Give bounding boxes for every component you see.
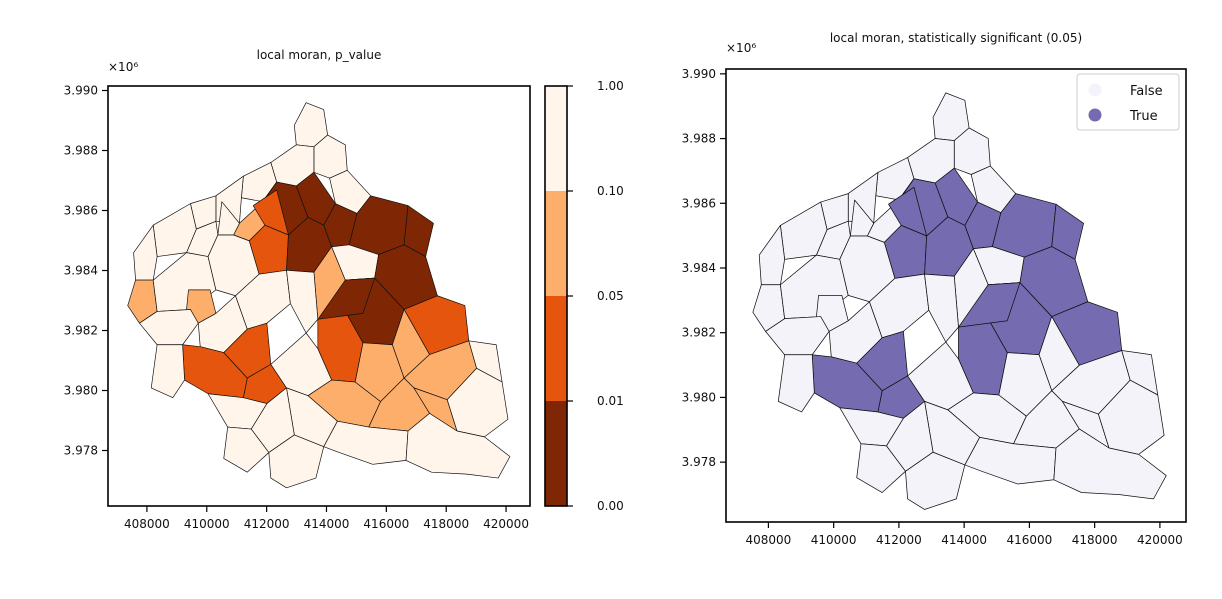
pvalue-x-tick-label: 412000 [244, 517, 290, 531]
significance-y-tick-label: 3.984 [682, 261, 716, 275]
significance-district [1053, 428, 1167, 500]
significance-district [758, 225, 786, 286]
legend-marker-false [1088, 83, 1102, 97]
significance-x-tick-label: 410000 [811, 533, 857, 547]
legend-box [1076, 73, 1180, 131]
significance-y-tick-label: 3.980 [682, 390, 716, 404]
pvalue-district [405, 413, 511, 479]
significance-y-tick-label: 3.978 [682, 455, 716, 469]
pvalue-district [150, 344, 185, 399]
colorbar-bin [545, 401, 567, 506]
significance-map-frame [725, 68, 1187, 523]
pvalue-x-tick-label: 410000 [184, 517, 230, 531]
significance-map-title: local moran, statistically significant (… [830, 31, 1082, 45]
pvalue-map-title: local moran, p_value [257, 48, 382, 62]
significance-x-tick-label: 420000 [1137, 533, 1183, 547]
pvalue-map-area [127, 102, 511, 489]
significance-y-tick-label: 3.982 [682, 326, 716, 340]
pvalue-district [223, 426, 270, 473]
significance-district [811, 354, 883, 413]
colorbar-tick-label: 0.01 [597, 394, 624, 408]
colorbar-bin [545, 296, 567, 401]
significance-y-tick-label: 3.988 [682, 132, 716, 146]
pvalue-x-tick-label: 418000 [423, 517, 469, 531]
significance-x-tick-label: 408000 [746, 533, 792, 547]
significance-map [752, 92, 1167, 510]
pvalue-y-tick-label: 3.982 [64, 324, 98, 338]
pvalue-map-panel: local moran, p_value ×10⁶ 408000 410000 41… [64, 48, 624, 531]
pvalue-x-tick-label: 408000 [124, 517, 170, 531]
pvalue-y-tick-label: 3.988 [64, 144, 98, 158]
pvalue-x-tick-label: 420000 [483, 517, 529, 531]
significance-map-offset-text: ×10⁶ [726, 41, 756, 55]
colorbar-tick-label: 1.00 [597, 79, 624, 93]
legend-marker-true [1088, 108, 1102, 122]
significance-district [777, 354, 815, 413]
pvalue-y-tick-label: 3.986 [64, 204, 98, 218]
significance-x-tick-label: 414000 [941, 533, 987, 547]
pvalue-district [133, 224, 158, 281]
significance-x-tick-label: 418000 [1072, 533, 1118, 547]
pvalue-district [268, 434, 325, 489]
pvalue-x-tick-label: 416000 [363, 517, 409, 531]
significance-district [905, 451, 966, 510]
colorbar-bin [545, 86, 567, 191]
pvalue-colorbar: 0.00 0.01 0.05 0.10 1.00 [544, 79, 624, 513]
pvalue-district [182, 344, 248, 399]
pvalue-map-frame [107, 85, 531, 507]
legend-label-true: True [1129, 109, 1158, 124]
legend-label-false: False [1130, 84, 1163, 99]
colorbar-tick-label: 0.05 [597, 289, 624, 303]
pvalue-district [286, 269, 319, 334]
significance-map-axes: 408000 410000 412000 414000 416000 418000 4200… [682, 67, 1183, 547]
pvalue-map [127, 102, 511, 489]
pvalue-y-tick-label: 3.978 [64, 444, 98, 458]
pvalue-map-offset-text: ×10⁶ [108, 60, 138, 74]
significance-x-tick-label: 412000 [876, 533, 922, 547]
pvalue-y-tick-label: 3.990 [64, 84, 98, 98]
pvalue-map-axes: 408000 410000 412000 414000 416000 418000 4200… [64, 84, 529, 532]
colorbar-tick-label: 0.10 [597, 184, 624, 198]
significance-district [958, 282, 1021, 328]
significance-map-panel: local moran, statistically significant (… [682, 31, 1187, 547]
colorbar-tick-label: 0.00 [597, 499, 624, 513]
significance-legend: False True [1076, 73, 1180, 131]
pvalue-x-tick-label: 414000 [304, 517, 350, 531]
pvalue-district [317, 277, 376, 320]
significance-district [924, 273, 959, 343]
significance-district [856, 443, 906, 493]
pvalue-y-tick-label: 3.984 [64, 264, 98, 278]
pvalue-y-tick-label: 3.980 [64, 384, 98, 398]
significance-map-area [752, 92, 1167, 510]
colorbar-bin [545, 191, 567, 296]
significance-y-tick-label: 3.990 [682, 67, 716, 81]
significance-y-tick-label: 3.986 [682, 196, 716, 210]
significance-x-tick-label: 416000 [1006, 533, 1052, 547]
